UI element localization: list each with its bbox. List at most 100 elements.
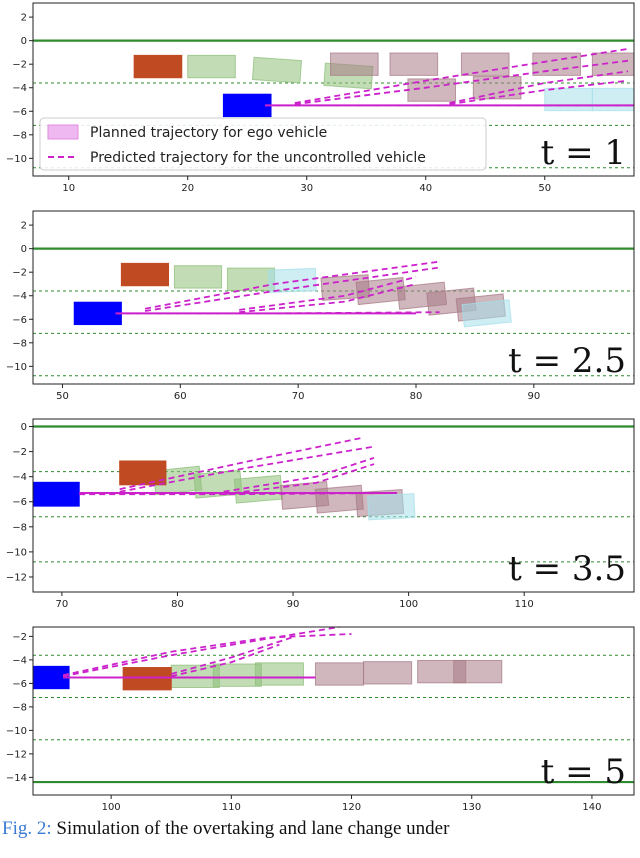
ego-vehicle (222, 93, 272, 118)
y-tick-label: −10 (6, 362, 27, 373)
x-tick-label: 40 (419, 183, 432, 194)
plot-area (33, 247, 634, 377)
y-tick-label: −8 (12, 702, 27, 713)
predicted-trajectory (239, 276, 417, 311)
x-tick-label: 100 (399, 599, 418, 610)
ego-vehicle (33, 481, 80, 507)
y-tick-label: −12 (6, 572, 27, 583)
y-tick-label: −4 (12, 83, 27, 94)
predicted-vehicle-box (187, 54, 236, 79)
legend: Planned trajectory for ego vehicle Predic… (39, 117, 487, 171)
axes-frame (32, 2, 635, 177)
predicted-vehicle-box (591, 52, 634, 76)
y-tick-label: −8 (12, 338, 27, 349)
predicted-trajectory (294, 48, 629, 104)
panel-3: 70 80 90 100 110 0 −2 −4 −6 −8 −10 −12 t = 3.5 (6, 418, 635, 610)
predicted-trajectory (170, 643, 280, 678)
x-tick-label: 70 (292, 391, 305, 402)
predicted-vehicle-box (461, 299, 512, 328)
x-tick-label: 60 (174, 391, 187, 402)
predicted-trajectory (79, 492, 398, 496)
y-tick-label: −2 (12, 632, 27, 643)
x-tick-label: 70 (56, 599, 69, 610)
y-tick-label: −6 (12, 679, 27, 690)
x-tick-label: 110 (515, 599, 534, 610)
axes-frame (32, 210, 635, 385)
x-tick-label: 110 (222, 802, 241, 813)
plot-area (33, 425, 634, 563)
predicted-trajectory (144, 260, 440, 310)
predicted-trajectory (62, 633, 352, 677)
time-label: t = 5 (541, 752, 626, 792)
time-label: t = 1 (541, 133, 626, 173)
predicted-trajectory (170, 636, 292, 675)
ego-vehicle (73, 301, 122, 326)
y-tick-label: −6 (12, 497, 27, 508)
caption-label: Fig. 2: (2, 818, 52, 839)
predicted-vehicle-box (226, 267, 276, 291)
uncontrolled-vehicle (120, 262, 170, 287)
predicted-trajectory (294, 59, 629, 106)
x-tick-label: 90 (527, 391, 540, 402)
legend-planned-swatch (47, 124, 79, 140)
y-tick-label: −2 (12, 447, 27, 458)
y-tick-label: −6 (12, 107, 27, 118)
predicted-vehicle-box (453, 659, 503, 684)
x-tick-label: 30 (300, 183, 313, 194)
predicted-trajectory (223, 463, 375, 496)
x-tick-label: 80 (410, 391, 423, 402)
x-tick-label: 20 (181, 183, 194, 194)
legend-box (39, 117, 487, 171)
y-tick-label: −2 (12, 60, 27, 71)
y-tick-label: 0 (21, 36, 27, 47)
y-tick-label: 2 (21, 13, 27, 24)
y-tick-label: −10 (6, 154, 27, 165)
predicted-vehicle-box (363, 661, 413, 685)
y-tick-label: −14 (6, 773, 27, 784)
legend-planned-label: Planned trajectory for ego vehicle (90, 125, 327, 141)
uncontrolled-vehicle (133, 54, 183, 79)
y-tick-label: −6 (12, 315, 27, 326)
x-tick-label: 50 (538, 183, 551, 194)
predicted-vehicle-box (173, 265, 223, 289)
uncontrolled-vehicle (122, 667, 172, 691)
predicted-trajectory (449, 70, 629, 104)
predicted-vehicle-box (254, 662, 304, 686)
y-tick-label: 2 (21, 221, 27, 232)
x-tick-label: 80 (171, 599, 184, 610)
x-tick-label: 130 (462, 802, 481, 813)
predicted-vehicle-box (330, 52, 379, 76)
x-tick-label: 100 (102, 802, 121, 813)
x-tick-label: 120 (342, 802, 361, 813)
ego-vehicle (33, 665, 70, 690)
figure-caption: Fig. 2: Simulation of the overtaking and… (0, 818, 640, 858)
x-tick-label: 90 (287, 599, 300, 610)
predicted-trajectory (144, 266, 440, 312)
predicted-vehicle-box (544, 87, 593, 112)
panel-2: 50 60 70 80 90 2 0 −2 −4 −6 −8 −10 t = 2.5 (6, 210, 635, 402)
predicted-trajectory (449, 79, 629, 106)
plot-area (33, 627, 634, 784)
predicted-vehicle-box (367, 493, 416, 521)
x-tick-label: 140 (582, 802, 601, 813)
y-tick-label: −8 (12, 130, 27, 141)
y-tick-label: −10 (6, 726, 27, 737)
predicted-trajectory (239, 283, 417, 314)
axes-frame (32, 626, 635, 796)
y-tick-label: −4 (12, 291, 27, 302)
x-tick-label: 50 (56, 391, 69, 402)
y-tick-label: 0 (21, 244, 27, 255)
y-tick-label: −2 (12, 268, 27, 279)
y-tick-label: −4 (12, 655, 27, 666)
y-tick-label: −10 (6, 547, 27, 558)
predicted-vehicle-box (267, 267, 317, 293)
predicted-trajectory (119, 445, 375, 493)
legend-predicted-label: Predicted trajectory for the uncontrolle… (90, 150, 426, 166)
predicted-vehicle-box (212, 663, 262, 687)
predicted-trajectory (115, 311, 440, 315)
plot-area (33, 39, 634, 169)
predicted-vehicle-box (170, 664, 220, 689)
predicted-trajectory (62, 627, 340, 678)
